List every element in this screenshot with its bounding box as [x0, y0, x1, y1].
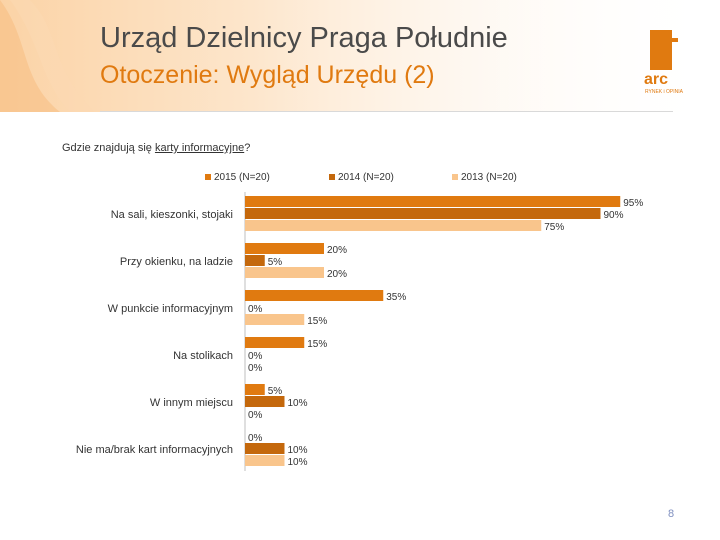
data-label: 0% [248, 410, 263, 421]
category-label: W innym miejscu [150, 397, 233, 409]
bar [245, 337, 305, 348]
data-label: 20% [327, 245, 347, 256]
logo-text: arc [644, 71, 668, 88]
bar [245, 384, 265, 395]
data-label: 10% [288, 457, 308, 468]
data-label: 0% [248, 363, 263, 374]
bar-chart: 2015 (N=20) 2014 (N=20) 2013 (N=20) Na sali… [76, 172, 643, 471]
legend-label: 2014 (N=20) [338, 172, 394, 183]
category-label: W punkcie informacyjnym [108, 303, 233, 315]
question-suffix: ? [244, 142, 251, 154]
bar [245, 314, 305, 325]
survey-question: Gdzie znajdują się karty informacyjne? [62, 142, 250, 154]
data-label: 5% [268, 257, 283, 268]
bar [245, 455, 285, 466]
header-divider [100, 111, 673, 112]
legend-swatch [329, 174, 335, 180]
bar [245, 220, 542, 231]
data-label: 10% [288, 398, 308, 409]
data-label: 95% [623, 198, 643, 209]
legend-label: 2013 (N=20) [461, 172, 517, 183]
arc-logo: arc RYNEK i OPINIA [644, 30, 684, 95]
bar [245, 396, 285, 407]
bar [245, 290, 384, 301]
legend-label: 2015 (N=20) [214, 172, 270, 183]
data-label: 90% [604, 210, 624, 221]
data-label: 20% [327, 269, 347, 280]
bar [245, 255, 265, 266]
bar [245, 243, 324, 254]
data-label: 0% [248, 351, 263, 362]
category-label: Na stolikach [173, 350, 233, 362]
data-label: 5% [268, 386, 283, 397]
question-prefix: Gdzie znajdują się [62, 142, 155, 154]
logo-subtext: RYNEK i OPINIA [645, 89, 684, 95]
bar [245, 208, 601, 219]
bar [245, 196, 621, 207]
legend-swatch [452, 174, 458, 180]
data-label: 15% [307, 316, 327, 327]
data-label: 75% [544, 222, 564, 233]
data-label: 0% [248, 433, 263, 444]
question-underlined: karty informacyjne [154, 142, 245, 154]
category-label: Przy okienku, na ladzie [120, 256, 233, 268]
bar [245, 443, 285, 454]
page-number: 8 [668, 508, 675, 520]
header-decoration [0, 0, 720, 112]
page-title: Urząd Dzielnicy Praga Południe [100, 22, 508, 54]
logo-tower-icon [650, 30, 672, 70]
data-label: 10% [288, 445, 308, 456]
data-label: 0% [248, 304, 263, 315]
legend-swatch [205, 174, 211, 180]
data-label: 15% [307, 339, 327, 350]
bar [245, 267, 324, 278]
category-label: Na sali, kieszonki, stojaki [111, 209, 233, 221]
data-label: 35% [386, 292, 406, 303]
category-label: Nie ma/brak kart informacyjnych [76, 444, 233, 456]
page-subtitle: Otoczenie: Wygląd Urzędu (2) [100, 61, 435, 89]
